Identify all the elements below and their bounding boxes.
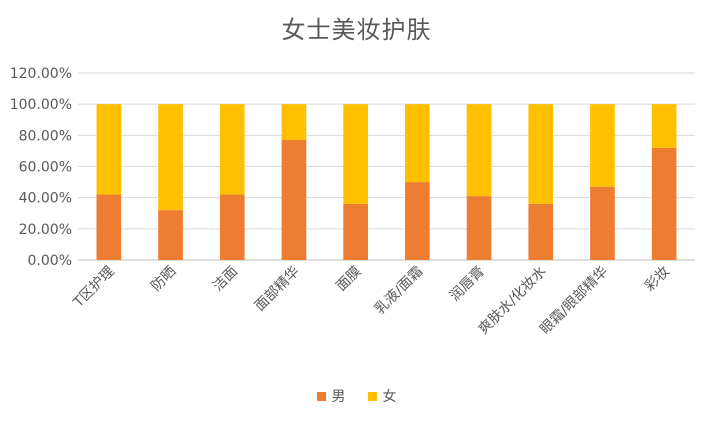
bar-male xyxy=(466,196,492,260)
x-tick-label: 润唇膏 xyxy=(446,263,488,305)
bar-female xyxy=(405,104,430,183)
bar-male xyxy=(343,203,368,260)
bar-female xyxy=(528,104,554,204)
legend-label-female: 女 xyxy=(382,389,397,405)
y-tick-label: 100.00% xyxy=(10,97,72,113)
bar-female xyxy=(343,104,368,204)
bar-male xyxy=(405,182,430,260)
bar-male xyxy=(96,194,122,260)
y-tick-label: 20.00% xyxy=(19,222,72,238)
bar-female xyxy=(651,104,677,148)
bar-male xyxy=(590,186,615,260)
x-tick-label: 乳液/面霜 xyxy=(372,264,426,318)
y-tick-label: 80.00% xyxy=(19,128,72,144)
y-tick-label: 60.00% xyxy=(19,160,72,176)
x-tick-label: 面部精华 xyxy=(252,264,303,315)
bar-male xyxy=(281,140,307,260)
bar-male xyxy=(219,194,245,260)
bar-female xyxy=(590,104,615,187)
bar-female xyxy=(219,104,245,195)
legend-item-male: 男 xyxy=(316,386,346,406)
legend-swatch-female xyxy=(367,391,377,401)
bar-male xyxy=(651,147,677,260)
chart-legend: 男 女 xyxy=(0,386,713,406)
x-tick-label: 防晒 xyxy=(148,264,179,295)
y-tick-label: 40.00% xyxy=(19,191,72,207)
x-tick-label: T区护理 xyxy=(70,264,118,312)
y-tick-label: 0.00% xyxy=(28,253,72,269)
x-tick-label: 洁面 xyxy=(210,264,241,295)
bar-female xyxy=(158,104,183,211)
legend-label-male: 男 xyxy=(331,389,346,405)
y-tick-label: 120.00% xyxy=(10,66,72,82)
legend-item-female: 女 xyxy=(367,386,397,406)
x-tick-label: 彩妆 xyxy=(642,264,673,295)
bar-female xyxy=(96,104,122,195)
bar-male xyxy=(528,203,554,260)
bar-male xyxy=(158,210,183,260)
x-tick-label: 面膜 xyxy=(333,264,364,295)
bar-female xyxy=(466,104,492,197)
legend-swatch-male xyxy=(316,391,326,401)
chart-title: 女士美妆护肤 xyxy=(281,16,432,44)
bar-female xyxy=(281,104,307,141)
